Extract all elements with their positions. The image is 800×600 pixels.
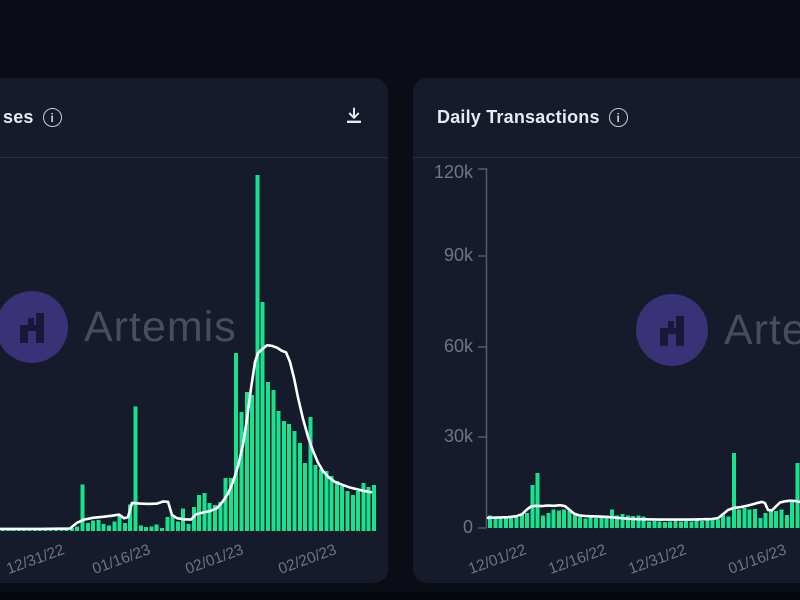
left-panel-header: ses — [0, 78, 388, 158]
left-panel-title: ses — [3, 107, 34, 127]
info-icon[interactable] — [42, 108, 62, 127]
download-button[interactable] — [344, 106, 364, 129]
daily-transactions-canvas[interactable] — [413, 157, 800, 583]
artemis-watermark-text: Artemis — [724, 305, 800, 354]
y-tick-label: 90k — [443, 245, 473, 265]
y-tick-label: 30k — [443, 426, 473, 446]
info-icon[interactable] — [608, 108, 628, 127]
left-chart-plot[interactable]: Artemis 12/31/22 01/16/23 02/01/23 02/20… — [0, 157, 389, 583]
artemis-logo-icon — [636, 294, 708, 366]
y-tick-label: 120k — [433, 162, 473, 182]
y-tick-label: 0 — [462, 517, 473, 537]
window-bottom-edge — [0, 592, 800, 600]
artemis-watermark-text: Artemis — [84, 302, 237, 351]
y-tick-label: 60k — [443, 336, 473, 356]
left-chart-canvas[interactable] — [0, 157, 389, 583]
download-icon — [344, 106, 364, 129]
right-panel-header: Daily Transactions — [413, 78, 800, 158]
daily-transactions-plot[interactable]: Artemis 120k 90k 60k 30k 0 12/01/22 12/1… — [413, 157, 800, 583]
artemis-logo-icon — [0, 291, 68, 363]
right-panel-title: Daily Transactions — [437, 107, 600, 127]
